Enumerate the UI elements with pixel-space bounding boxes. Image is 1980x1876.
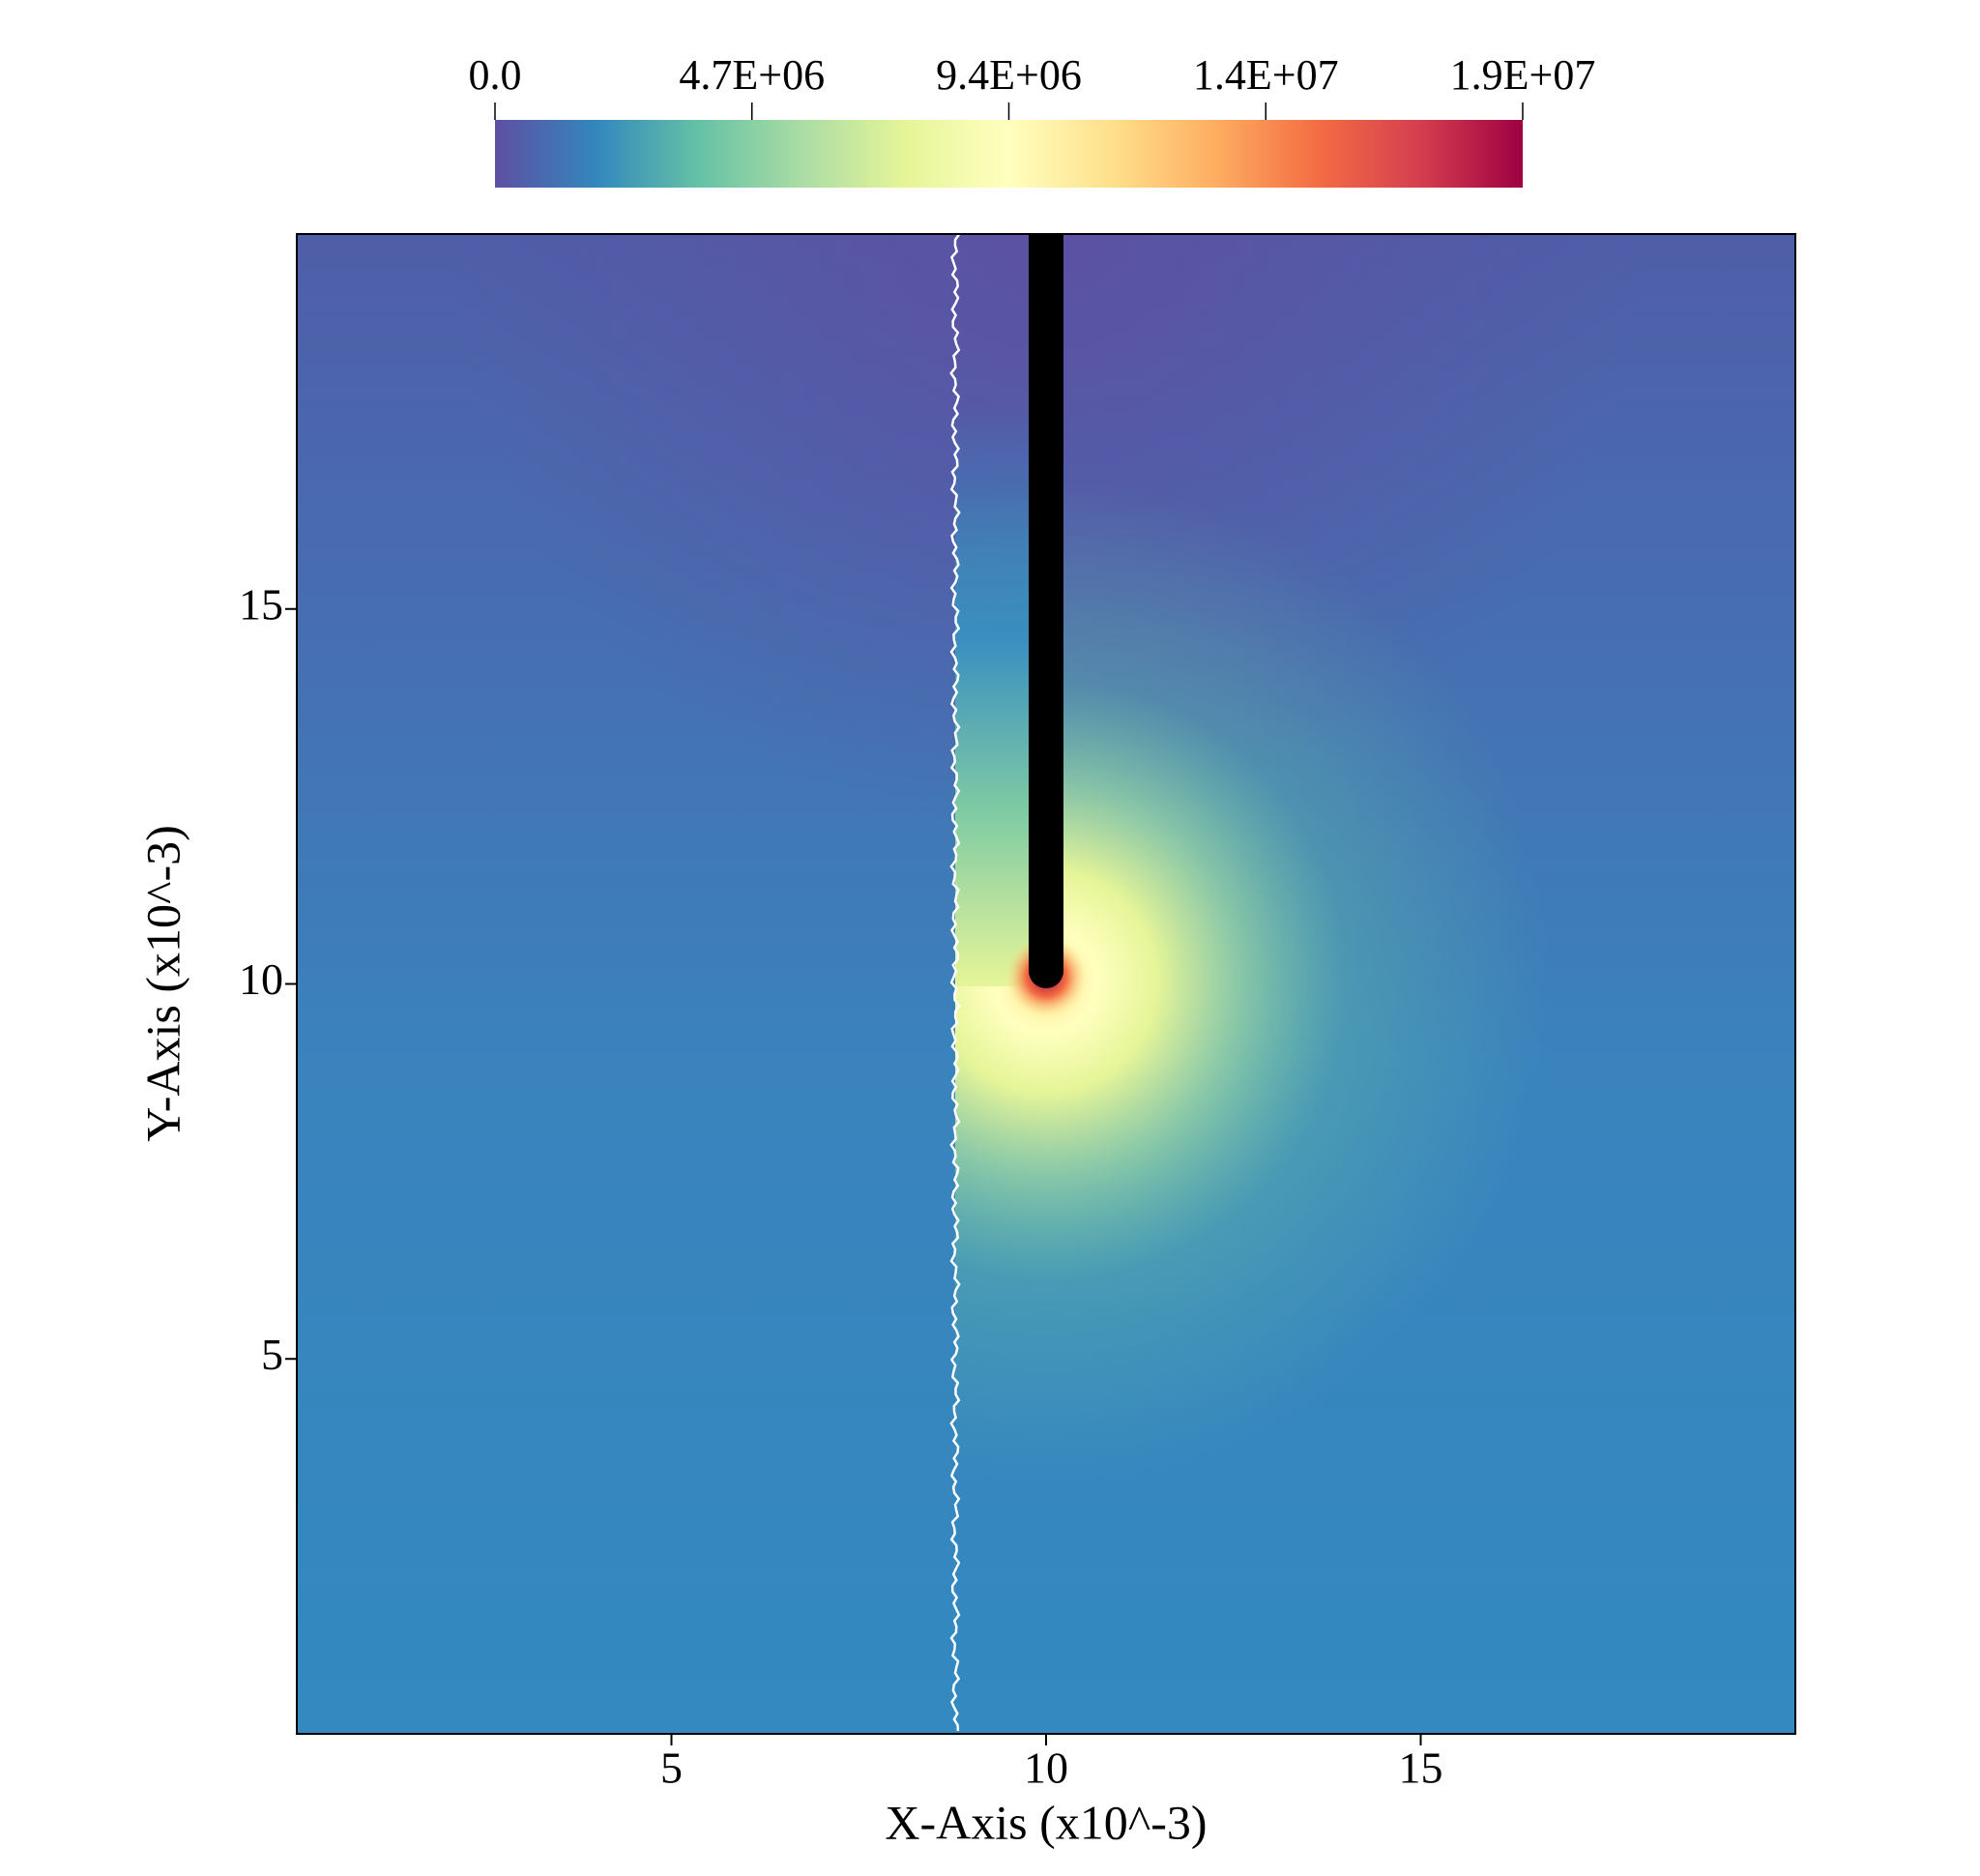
colorbar-tick-label: 1.4E+07: [1193, 51, 1339, 99]
colorbar: [495, 120, 1523, 188]
y-axis-label: Y-Axis (x10^-3): [135, 825, 189, 1142]
x-tick-label: 10: [1024, 1744, 1068, 1793]
field: [297, 234, 1795, 1734]
colorbar-tick-label: 4.7E+06: [679, 51, 825, 99]
colorbar-tick-label: 9.4E+06: [936, 51, 1082, 99]
y-tick-label: 15: [239, 579, 283, 629]
crack-tip: [1029, 953, 1063, 988]
y-tick-label: 5: [261, 1330, 283, 1379]
y-tick-label: 10: [239, 954, 283, 1004]
x-tick-label: 5: [660, 1744, 683, 1793]
crack: [1029, 234, 1063, 971]
colorbar-tick-label: 0.0: [469, 51, 522, 99]
colorbar-tick-label: 1.9E+07: [1450, 51, 1596, 99]
x-tick-label: 15: [1399, 1744, 1443, 1793]
interface-line: [949, 234, 961, 1732]
x-axis-label: X-Axis (x10^-3): [885, 1795, 1207, 1849]
